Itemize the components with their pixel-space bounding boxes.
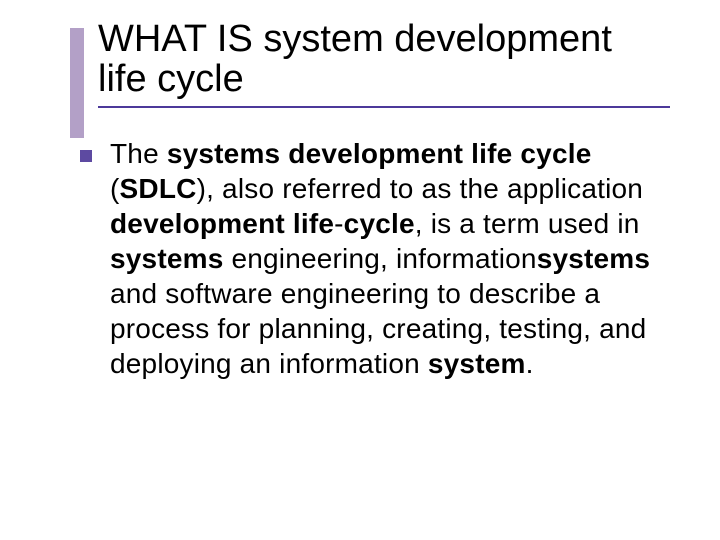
text-run: and software engineering to describe a p… — [110, 278, 646, 379]
accent-bar — [70, 28, 84, 138]
bullet-square-icon — [80, 150, 92, 162]
text-run: ( — [110, 173, 120, 204]
body-paragraph: The systems development life cycle (SDLC… — [110, 136, 670, 381]
text-run: SDLC — [120, 173, 197, 204]
text-run: - — [334, 208, 344, 239]
title-underline — [98, 106, 670, 108]
text-run: engineering, information — [223, 243, 536, 274]
text-run: , is a term used in — [415, 208, 640, 239]
text-run: systems development life cycle — [167, 138, 592, 169]
text-run: ), also referred to as the application — [197, 173, 644, 204]
text-run: . — [526, 348, 534, 379]
body-block: The systems development life cycle (SDLC… — [70, 136, 670, 381]
text-run: The — [110, 138, 167, 169]
text-run: development life — [110, 208, 334, 239]
slide: WHAT IS system development life cycle Th… — [0, 0, 720, 540]
text-run: system — [428, 348, 526, 379]
text-run: cycle — [344, 208, 415, 239]
text-run: systems — [537, 243, 650, 274]
title-block: WHAT IS system development life cycle — [70, 20, 670, 108]
text-run: systems — [110, 243, 223, 274]
slide-title: WHAT IS system development life cycle — [98, 20, 670, 100]
